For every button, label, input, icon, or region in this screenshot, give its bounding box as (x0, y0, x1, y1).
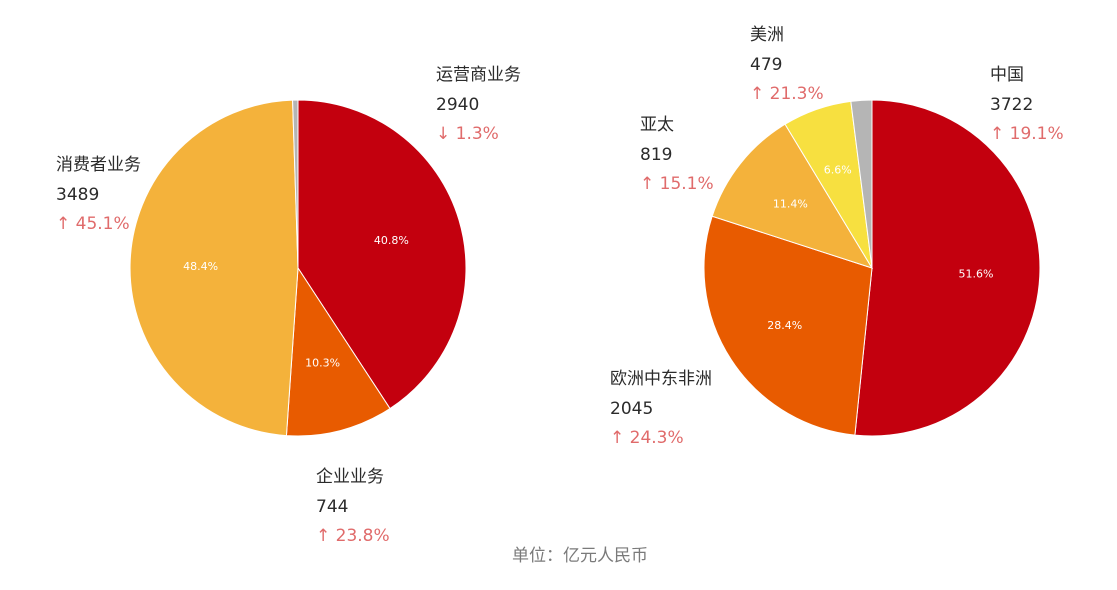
pie1-pct-label-1: 40.8% (374, 234, 409, 247)
pie2-category-change-2: ↑ 24.3% (610, 428, 684, 448)
pie2-category-value-2: 2045 (610, 399, 653, 419)
pie2-slice-2 (703, 215, 873, 436)
pie2-slice-1 (854, 99, 1041, 437)
pie1-slice-4 (292, 99, 299, 269)
pie2-pct-label-4: 6.6% (824, 164, 852, 177)
pie2-category-value-1: 3722 (990, 95, 1033, 115)
pie2-pct-label-3: 11.4% (773, 197, 808, 210)
pie2-category-name-4: 美洲 (750, 25, 784, 45)
pie1-slice-3 (129, 99, 299, 437)
pie-chart-1: 40.8% 运营商业务 2940 ↓ 1.3% 10.3% 企业业务 744 ↑ 23.8% 4… (56, 65, 521, 546)
pie2-category-name-2: 欧洲中东非洲 (610, 369, 712, 389)
pie2-slice-5 (850, 99, 873, 269)
pie-chart-2: 51.6% 中国 3722 ↑ 19.1% 28.4% 欧洲中东非洲 2045 ↑ 24.3%… (610, 25, 1064, 448)
pie1-category-change-3: ↑ 45.1% (56, 214, 130, 234)
pie1-category-name-1: 运营商业务 (436, 65, 521, 85)
pie1-category-name-3: 消费者业务 (56, 155, 141, 175)
pie2-category-change-4: ↑ 21.3% (750, 84, 824, 104)
pie2-category-change-1: ↑ 19.1% (990, 124, 1064, 144)
pie1-slice-2 (285, 266, 391, 437)
unit-note: 单位：亿元人民币 (512, 546, 648, 566)
pie2-pct-label-1: 51.6% (959, 267, 994, 280)
pie1-category-name-2: 企业业务 (316, 467, 384, 487)
pie2-category-value-4: 479 (750, 55, 782, 75)
pie2-category-name-1: 中国 (990, 65, 1024, 85)
pie1-category-value-1: 2940 (436, 95, 479, 115)
pie1-category-change-1: ↓ 1.3% (436, 124, 499, 144)
pie1-category-value-3: 3489 (56, 185, 99, 205)
pie2-slice-3 (711, 123, 874, 269)
pie2-category-change-3: ↑ 15.1% (640, 174, 714, 194)
pie2-pct-label-2: 28.4% (767, 319, 802, 332)
pie1-pct-label-2: 10.3% (305, 356, 340, 369)
pie1-pct-label-3: 48.4% (183, 260, 218, 273)
pie1-category-change-2: ↑ 23.8% (316, 526, 390, 546)
pie1-category-value-2: 744 (316, 497, 348, 517)
pie2-category-value-3: 819 (640, 145, 672, 165)
pie2-category-name-3: 亚太 (640, 115, 674, 135)
